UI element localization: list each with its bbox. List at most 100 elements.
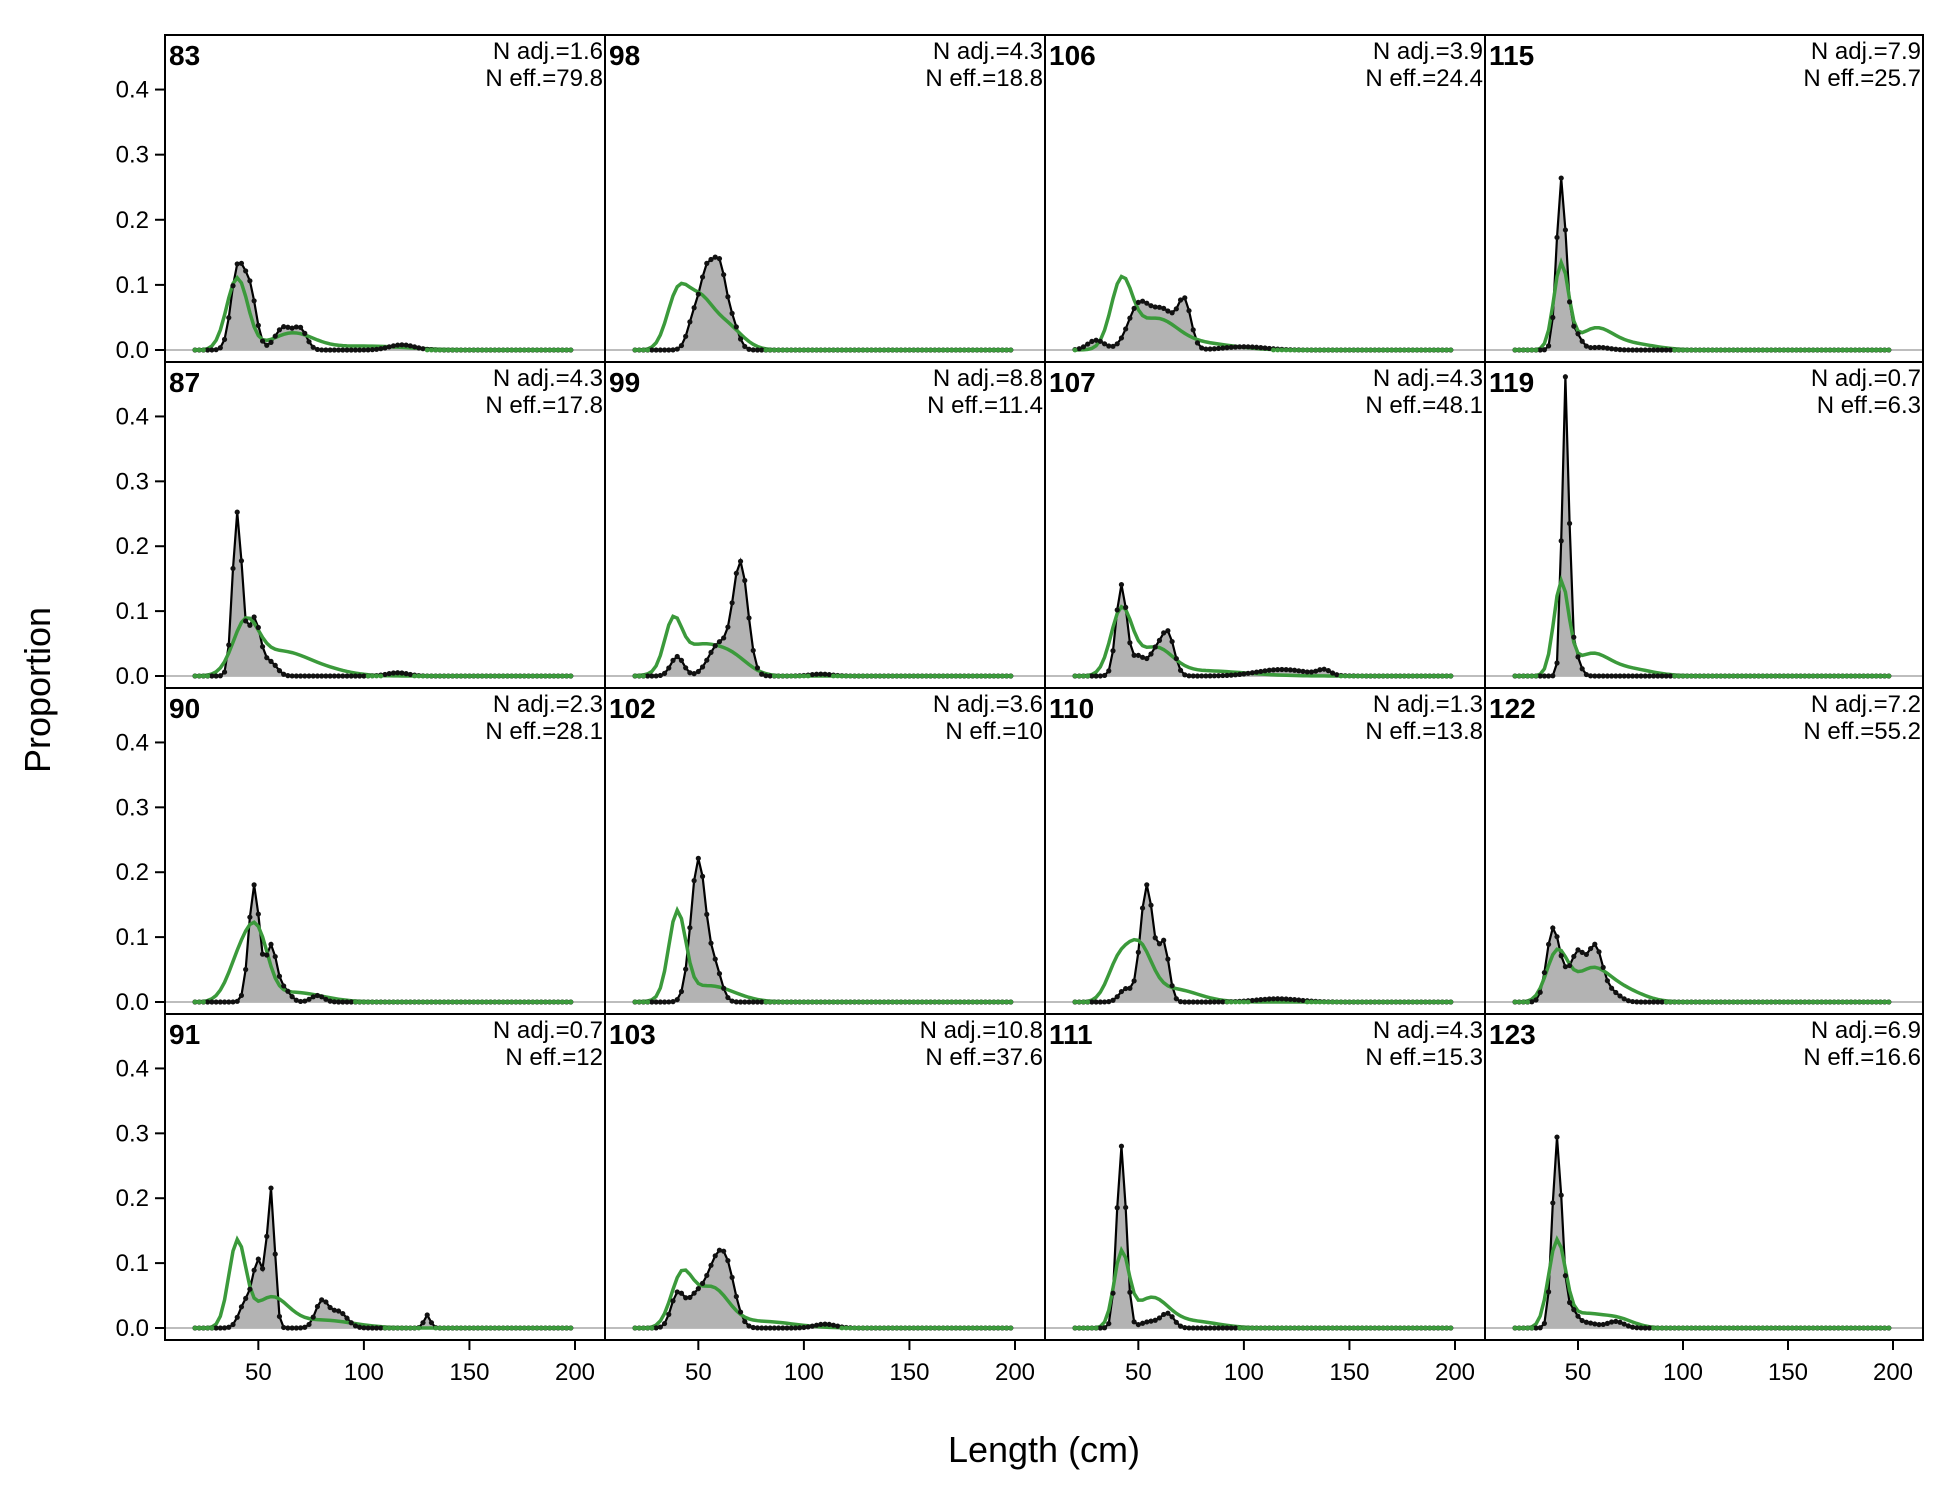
expected-point — [1292, 1325, 1297, 1331]
observed-point — [1152, 935, 1158, 941]
observed-point — [1165, 308, 1171, 314]
expected-point — [1798, 999, 1803, 1005]
observed-point — [1207, 673, 1213, 679]
n-eff-label: N eff.=79.8 — [485, 65, 603, 92]
expected-point — [555, 673, 561, 679]
observed-point — [1630, 998, 1636, 1005]
observed-point — [1106, 999, 1112, 1005]
observed-point — [331, 673, 337, 679]
expected-point — [1317, 999, 1323, 1005]
observed-point — [1110, 343, 1116, 349]
expected-point — [869, 999, 874, 1005]
expected-point — [1756, 673, 1761, 679]
expected-point — [1756, 999, 1761, 1005]
y-tick-label: 0.1 — [116, 924, 149, 951]
expected-point — [843, 999, 849, 1005]
n-adj-label: N adj.=0.7 — [493, 1017, 603, 1044]
observed-point — [1659, 673, 1665, 679]
expected-point — [568, 673, 574, 679]
observed-point — [1177, 297, 1184, 303]
observed-point — [1588, 673, 1594, 679]
expected-point — [196, 673, 202, 679]
expected-point — [479, 1325, 485, 1331]
expected-point — [395, 999, 401, 1005]
expected-point — [856, 673, 862, 679]
expected-point — [201, 673, 206, 679]
observed-point — [645, 673, 651, 679]
panel-label: 83 — [169, 40, 200, 71]
n-eff-label: N eff.=16.6 — [1803, 1044, 1921, 1071]
observed-point — [1651, 673, 1657, 679]
panel-107: 107 N adj.=4.3N eff.=48.1 — [1044, 361, 1486, 689]
expected-point — [1836, 1325, 1841, 1331]
expected-point — [450, 347, 455, 353]
expected-point — [1777, 999, 1782, 1005]
observed-point — [1579, 338, 1585, 344]
expected-point — [1726, 673, 1732, 679]
expected-point — [1431, 1325, 1437, 1331]
observed-point — [1139, 654, 1146, 660]
observed-point — [1114, 341, 1120, 347]
expected-point — [1372, 999, 1378, 1005]
observed-point — [754, 665, 761, 671]
expected-point — [475, 1325, 481, 1331]
observed-point — [1148, 1318, 1154, 1324]
expected-point — [1283, 347, 1289, 353]
expected-point — [641, 347, 646, 353]
expected-point — [801, 999, 807, 1005]
expected-point — [898, 673, 904, 679]
expected-point — [1861, 999, 1866, 1005]
observed-point — [1638, 347, 1644, 353]
observed-point — [1533, 1325, 1539, 1331]
expected-point — [1714, 347, 1719, 353]
n-eff-label: N eff.=48.1 — [1365, 392, 1483, 419]
observed-point — [221, 336, 228, 343]
observed-point — [1232, 1325, 1239, 1331]
panel-frame — [1484, 1013, 1924, 1341]
expected-point — [559, 673, 565, 679]
expected-point — [1380, 673, 1386, 679]
observed-point — [243, 966, 249, 973]
expected-point — [1439, 673, 1445, 679]
observed-point — [1190, 1325, 1196, 1331]
observed-point — [272, 662, 278, 668]
observed-point — [247, 914, 253, 920]
observed-point — [403, 671, 409, 677]
n-eff-label: N eff.=12 — [505, 1044, 603, 1071]
observed-point — [226, 999, 232, 1005]
expected-point — [999, 1325, 1005, 1331]
observed-point — [805, 1324, 811, 1330]
observed-point — [746, 1323, 752, 1329]
expected-point — [1427, 999, 1433, 1005]
observed-point — [407, 671, 413, 678]
expected-point — [1224, 999, 1230, 1005]
expected-point — [1521, 673, 1526, 679]
expected-point — [961, 999, 967, 1005]
observed-point — [733, 1293, 739, 1300]
expected-point — [864, 1325, 870, 1331]
observed-point — [737, 336, 744, 342]
observed-point — [327, 347, 333, 353]
expected-point — [805, 999, 811, 1005]
observed-point — [306, 339, 312, 345]
observed-point — [1541, 673, 1547, 679]
panel-label: 106 — [1049, 40, 1096, 71]
observed-point — [1203, 1325, 1209, 1331]
y-tick-label: 0.4 — [116, 77, 149, 104]
observed-point — [205, 347, 211, 353]
observed-point — [352, 1323, 359, 1329]
expected-point — [1756, 347, 1761, 353]
observed-point — [1275, 667, 1281, 673]
expected-point — [1852, 1325, 1858, 1331]
observed-point — [1148, 303, 1154, 309]
observed-point — [691, 671, 697, 677]
expected-point — [437, 1325, 443, 1331]
expected-point — [776, 673, 781, 679]
expected-point — [1701, 1325, 1707, 1331]
expected-point — [475, 347, 481, 353]
y-tick-label: 0.3 — [116, 794, 149, 821]
expected-point — [1676, 1325, 1682, 1331]
expected-point — [1304, 347, 1310, 353]
observed-point — [1583, 1319, 1589, 1325]
observed-point — [1228, 1325, 1234, 1331]
